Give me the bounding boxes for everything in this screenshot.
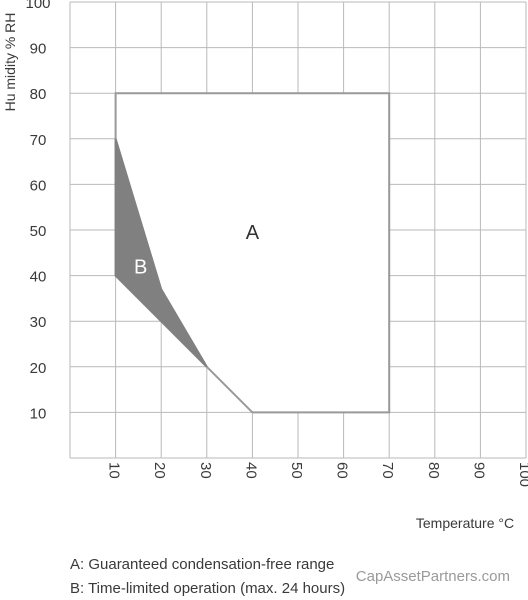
x-tick-label-90: 90 bbox=[470, 462, 487, 479]
region-label-a: A bbox=[246, 222, 260, 244]
watermark: CapAssetPartners.com bbox=[355, 568, 510, 585]
y-tick-label-40: 40 bbox=[30, 269, 47, 286]
x-tick-label-80: 80 bbox=[425, 462, 442, 479]
x-axis-label: Temperature °C bbox=[416, 515, 514, 531]
legend-b: B: Time-limited operation (max. 24 hours… bbox=[70, 580, 346, 597]
y-tick-label-90: 90 bbox=[30, 41, 47, 58]
region-b bbox=[114, 138, 208, 368]
y-tick-label-30: 30 bbox=[30, 314, 47, 331]
x-tick-label-10: 10 bbox=[106, 462, 123, 479]
x-tick-label-20: 20 bbox=[151, 462, 168, 479]
y-tick-label-70: 70 bbox=[30, 132, 47, 149]
y-tick-label-100: 100 bbox=[25, 0, 50, 12]
y-tick-labels: 10 20 30 40 50 60 70 80 90 100 bbox=[25, 0, 50, 422]
x-tick-label-70: 70 bbox=[379, 462, 396, 479]
region-label-b: B bbox=[134, 256, 147, 278]
y-axis-label: Hu midity % RH bbox=[2, 13, 18, 112]
y-tick-label-60: 60 bbox=[30, 177, 47, 194]
x-tick-label-30: 30 bbox=[197, 462, 214, 479]
y-tick-label-80: 80 bbox=[30, 86, 47, 103]
x-tick-label-50: 50 bbox=[288, 462, 305, 479]
x-tick-label-100: 100 bbox=[516, 462, 528, 487]
x-tick-labels: 10 20 30 40 50 60 70 80 90 100 bbox=[106, 462, 528, 487]
legend-a: A: Guaranteed condensation-free range bbox=[70, 556, 335, 573]
y-tick-label-20: 20 bbox=[30, 360, 47, 377]
y-tick-label-10: 10 bbox=[30, 405, 47, 422]
x-tick-label-60: 60 bbox=[334, 462, 351, 479]
y-tick-label-50: 50 bbox=[30, 223, 47, 240]
x-tick-label-40: 40 bbox=[242, 462, 259, 479]
region-a bbox=[114, 92, 391, 414]
regions: AB bbox=[114, 92, 391, 414]
